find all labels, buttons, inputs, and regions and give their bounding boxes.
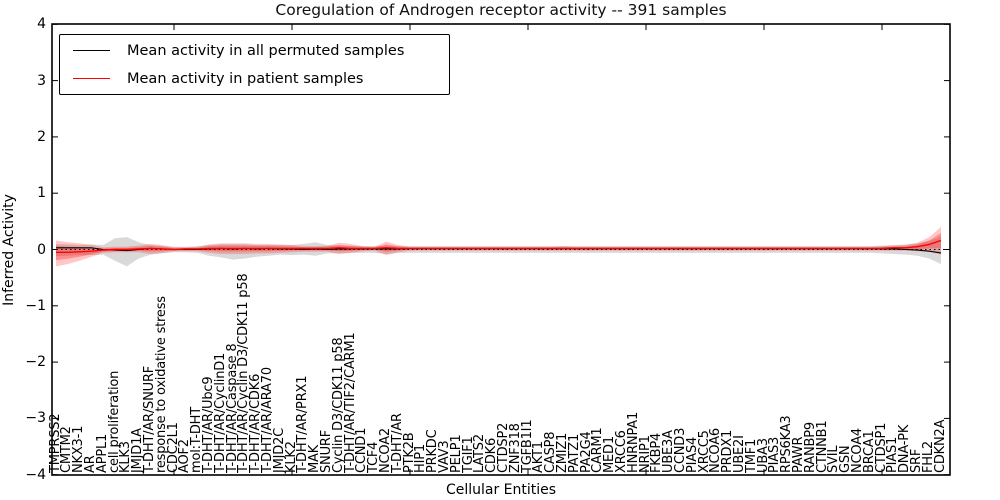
legend-line-sample-black (73, 50, 110, 51)
x-axis-label: Cellular Entities (445, 482, 557, 498)
x-category-label: CDKN2A (932, 419, 948, 473)
y-tick-label: −1 (25, 297, 46, 314)
legend-label-permuted: Mean activity in all permuted samples (127, 42, 405, 59)
y-tick-label: −2 (25, 354, 46, 371)
y-tick-label: 4 (37, 16, 46, 33)
y-tick-label: −4 (25, 466, 46, 483)
legend: Mean activity in all permuted samples Me… (59, 34, 450, 95)
y-tick-label: 0 (37, 241, 46, 258)
legend-label-patient: Mean activity in patient samples (127, 70, 364, 87)
y-tick-label: 2 (37, 128, 46, 145)
legend-row-permuted: Mean activity in all permuted samples (60, 37, 449, 65)
chart-title: Coregulation of Androgen receptor activi… (275, 1, 727, 19)
y-tick-label: −3 (25, 410, 46, 427)
y-tick-label: 1 (37, 185, 46, 202)
y-tick-label: 3 (37, 72, 46, 89)
legend-line-sample-red (73, 78, 110, 79)
legend-row-patient: Mean activity in patient samples (60, 65, 449, 93)
